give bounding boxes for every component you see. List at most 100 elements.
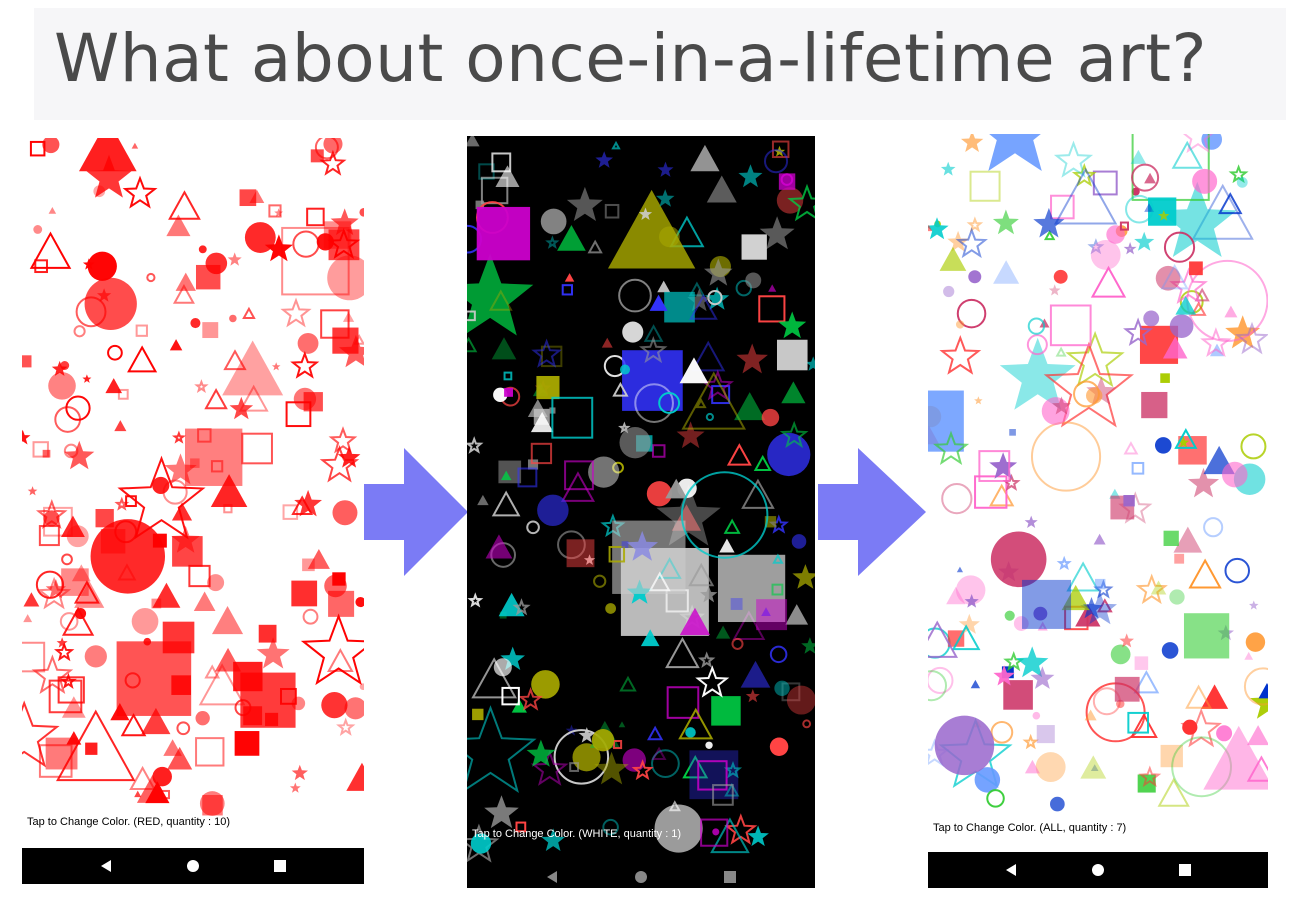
square-shape [281,226,350,296]
triangle-shape [1039,318,1050,328]
square-shape [258,624,277,643]
circle-shape [1035,752,1066,782]
recents-icon[interactable] [1175,860,1195,880]
triangle-shape [753,454,772,471]
triangle-shape [171,502,193,521]
triangle-shape [120,713,147,737]
triangle-shape [166,214,191,237]
star-shape [289,782,301,793]
square-shape [664,291,695,323]
triangle-shape [210,474,248,507]
circle-shape [774,680,790,696]
star-shape [631,759,654,781]
triangle-shape [73,580,100,604]
recents-icon[interactable] [270,856,290,876]
circle-shape [588,456,620,488]
phone-screen-all[interactable]: Tap to Change Color. (ALL, quantity : 7) [928,134,1268,888]
triangle-shape [491,490,521,517]
triangle-shape [168,190,201,220]
star-shape [467,705,537,794]
back-icon[interactable] [96,856,116,876]
triangle-shape [740,660,771,688]
circle-shape [344,697,364,720]
square-shape [32,441,49,458]
square-shape [711,696,741,726]
square-shape [974,475,1008,509]
triangle-shape [238,384,269,412]
star-shape [638,207,653,220]
square-shape [651,444,666,458]
square-shape [467,310,476,322]
triangle-shape [1024,759,1040,774]
square-shape [527,459,539,470]
star-shape [656,484,721,546]
circle-shape [1155,265,1181,291]
square-shape [764,516,777,528]
shape-art-canvas[interactable] [928,134,1268,852]
square-shape [540,345,563,368]
circle-shape [1125,194,1154,224]
square-shape [291,580,318,607]
star-shape [337,446,361,468]
circle-shape [302,608,319,625]
circle-shape [84,277,137,331]
home-icon[interactable] [183,856,203,876]
square-shape [781,682,801,702]
star-shape [1053,140,1094,178]
square-shape [328,229,360,261]
circle-shape [605,603,617,614]
square-shape [1003,680,1033,710]
square-shape [778,173,796,190]
star-shape [330,208,359,236]
circle-shape [540,208,567,235]
triangle-shape [1123,441,1139,455]
star-shape [467,436,484,454]
circle-shape [955,575,986,605]
circle-shape [1221,461,1248,488]
circle-shape [1143,310,1160,327]
square-shape [57,676,85,704]
back-icon[interactable] [1001,860,1021,880]
triangle-shape [527,399,548,418]
star-shape [64,440,95,470]
star-shape [961,134,984,152]
triangle-shape [129,765,156,791]
triangle-shape [681,371,747,430]
star-shape [958,613,980,634]
triangle-shape [214,647,242,672]
circle-shape [761,408,780,427]
triangle-shape [167,746,193,770]
triangle-shape [141,707,171,735]
recents-icon[interactable] [720,867,740,887]
shape-art-canvas[interactable] [22,138,364,848]
square-shape [928,390,964,452]
triangle-shape [587,239,603,254]
star-shape [531,338,562,368]
star-shape [1249,600,1259,610]
triangle-shape [105,378,123,394]
home-icon[interactable] [1088,860,1108,880]
square-shape [1127,711,1150,734]
star-shape [1134,231,1155,251]
phone-screen-white[interactable]: Tap to Change Color. (WHITE, quantity : … [467,136,815,888]
circle-shape [680,471,769,559]
triangle-shape [649,294,668,311]
triangle-shape [612,381,629,397]
back-icon[interactable] [542,867,562,887]
home-icon[interactable] [631,867,651,887]
star-shape [792,564,815,589]
triangle-shape [648,571,671,592]
triangle-shape [471,657,518,699]
circle-shape [934,715,995,776]
triangle-shape [665,478,688,499]
square-shape [712,784,734,806]
circle-shape [493,387,508,403]
circle-shape [955,320,965,329]
phone-screen-red[interactable]: Tap to Change Color. (RED, quantity : 10… [22,138,364,884]
triangle-shape [1130,712,1158,738]
circle-shape [654,804,703,853]
triangle-shape [500,470,512,481]
circle-shape [1154,437,1172,454]
circle-shape [74,608,87,620]
shape-art-canvas[interactable] [467,136,815,888]
